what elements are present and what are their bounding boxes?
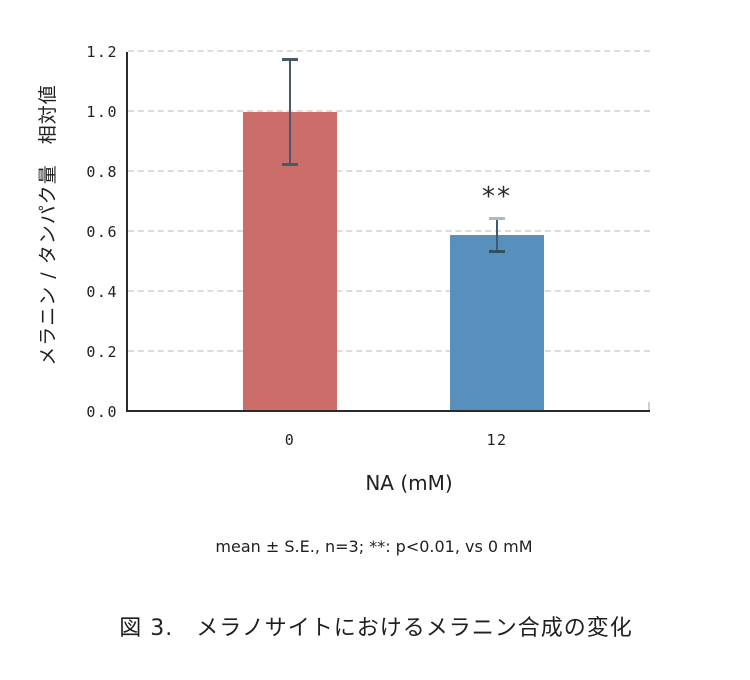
gridline-0.4 [128, 290, 650, 292]
gridline-0.8 [128, 170, 650, 172]
gridline-1.0 [128, 110, 650, 112]
x-tick-label-0mM: 0 [284, 431, 296, 449]
y-axis-label: メラニン / タンパク量 相対値 [37, 84, 59, 366]
gridline-0.6 [128, 230, 650, 232]
error-bar-0mM [289, 58, 291, 166]
x-axis-label: NA (mM) [365, 471, 453, 495]
y-tick-label-0.0: 0.0 [86, 403, 118, 421]
bar-12mM [450, 235, 544, 412]
y-tick-label-1.0: 1.0 [86, 103, 118, 121]
gridline-0.2 [128, 350, 650, 352]
axis-end-tick [648, 402, 650, 410]
significance-marker-12mM: ** [482, 182, 512, 212]
y-axis-line [126, 52, 128, 412]
error-cap-bottom-0mM [282, 163, 298, 166]
y-tick-label-0.4: 0.4 [86, 283, 118, 301]
stats-note: mean ± S.E., n=3; **: p<0.01, vs 0 mM [215, 537, 533, 556]
x-axis-line [126, 410, 650, 412]
error-cap-bottom-12mM [489, 250, 505, 253]
y-tick-label-0.8: 0.8 [86, 163, 118, 181]
y-tick-label-1.2: 1.2 [86, 43, 118, 61]
error-bar-12mM [496, 217, 498, 253]
gridline-1.2 [128, 50, 650, 52]
error-cap-top-0mM [282, 58, 298, 61]
plot-area: ** [126, 50, 650, 412]
x-tick-label-12mM: 12 [486, 431, 508, 449]
error-cap-top-12mM [489, 217, 505, 220]
y-tick-label-0.6: 0.6 [86, 223, 118, 241]
y-tick-label-0.2: 0.2 [86, 343, 118, 361]
figure-caption: 図 3. メラノサイトにおけるメラニン合成の変化 [119, 616, 633, 641]
